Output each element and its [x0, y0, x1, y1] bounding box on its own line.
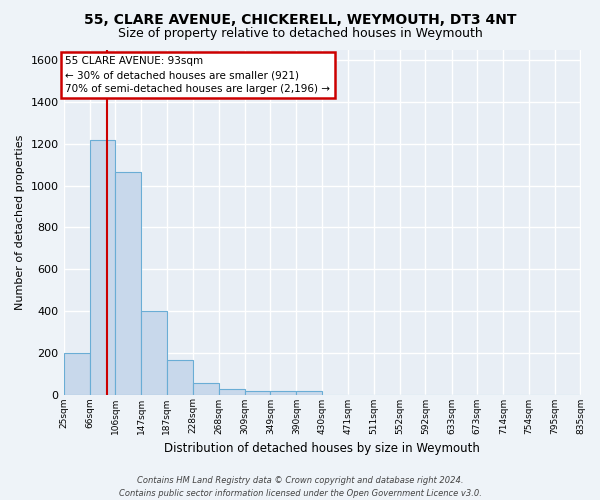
- Bar: [245, 392, 271, 394]
- Text: Size of property relative to detached houses in Weymouth: Size of property relative to detached ho…: [118, 28, 482, 40]
- Bar: [167, 360, 193, 394]
- Bar: [271, 392, 296, 394]
- Text: 55, CLARE AVENUE, CHICKERELL, WEYMOUTH, DT3 4NT: 55, CLARE AVENUE, CHICKERELL, WEYMOUTH, …: [84, 12, 516, 26]
- Y-axis label: Number of detached properties: Number of detached properties: [15, 134, 25, 310]
- X-axis label: Distribution of detached houses by size in Weymouth: Distribution of detached houses by size …: [164, 442, 480, 455]
- Bar: [142, 311, 167, 394]
- Bar: [90, 140, 115, 394]
- Bar: [64, 353, 90, 395]
- Bar: [193, 383, 218, 394]
- Text: Contains HM Land Registry data © Crown copyright and database right 2024.
Contai: Contains HM Land Registry data © Crown c…: [119, 476, 481, 498]
- Bar: [115, 172, 142, 394]
- Text: 55 CLARE AVENUE: 93sqm
← 30% of detached houses are smaller (921)
70% of semi-de: 55 CLARE AVENUE: 93sqm ← 30% of detached…: [65, 56, 331, 94]
- Bar: [218, 390, 245, 394]
- Bar: [296, 392, 322, 394]
